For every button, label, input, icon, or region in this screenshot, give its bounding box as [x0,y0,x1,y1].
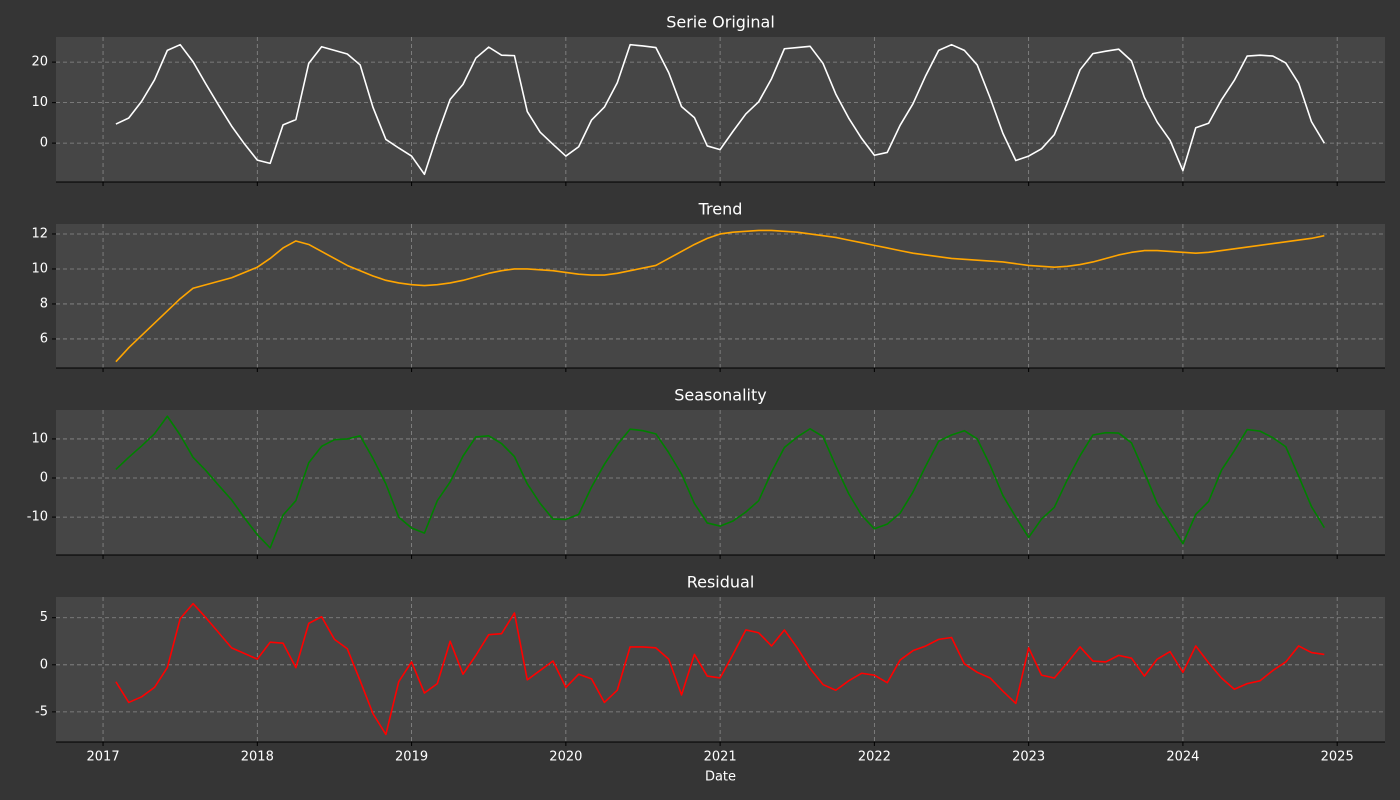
x-tick-label: 2022 [858,750,891,765]
axes-title: Seasonality [674,386,767,405]
axes-title: Serie Original [666,13,775,32]
y-tick-label: 10 [31,95,48,110]
axes-title: Residual [687,573,755,592]
x-tick-label: 2018 [241,750,274,765]
series-line [115,602,1325,736]
x-tick-label: 2019 [395,750,428,765]
y-tick-label: -5 [35,704,48,719]
series-line [115,43,1326,176]
series-line [115,415,1326,549]
y-tick-label: -10 [27,510,48,525]
y-tick-label: 0 [40,136,48,151]
y-tick-label: 0 [40,471,48,486]
y-tick-label: 10 [31,431,48,446]
x-tick-label: 2025 [1321,750,1354,765]
y-tick-label: 12 [31,226,48,241]
x-tick-label: 2021 [704,750,737,765]
x-tick-label: 2017 [87,750,120,765]
x-tick-label: 2023 [1012,750,1045,765]
y-tick-label: 6 [40,331,48,346]
x-axis-label: Date [705,770,736,785]
y-tick-label: 10 [31,261,48,276]
axes-title: Trend [698,200,743,219]
y-tick-label: 5 [40,610,48,625]
x-tick-label: 2020 [549,750,582,765]
x-tick-label: 2024 [1166,750,1199,765]
y-tick-label: 20 [31,55,48,70]
y-tick-label: 0 [40,657,48,672]
y-tick-label: 8 [40,296,48,311]
series-line [115,229,1325,363]
